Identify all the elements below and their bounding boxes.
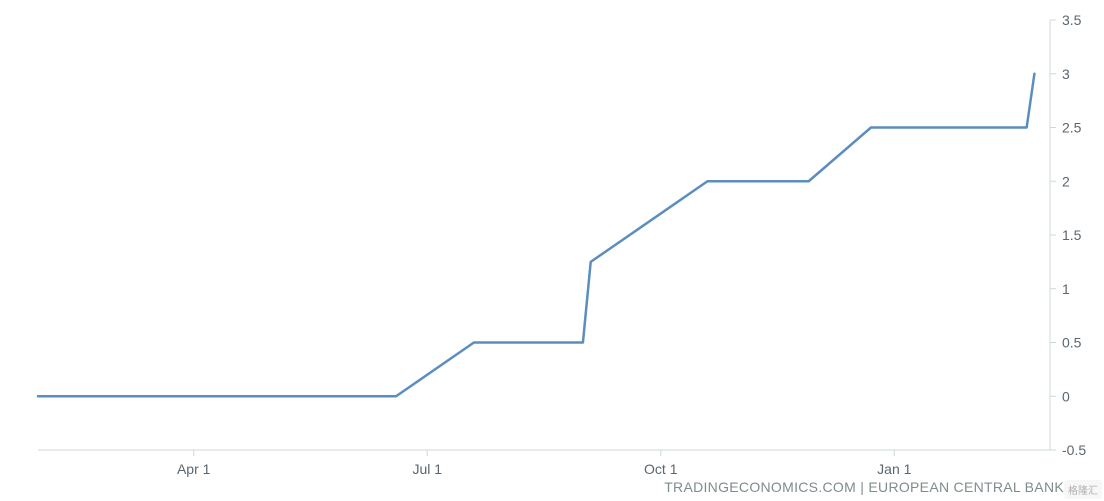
source-credit: TRADINGECONOMICS.COM | EUROPEAN CENTRAL …	[664, 479, 1064, 495]
svg-text:-0.5: -0.5	[1062, 442, 1086, 458]
line-chart: -0.5 0 0.5 1 1.5 2 2.5 3 3.5 Apr 1 Jul 1 Oct 1 Jan 1	[0, 0, 1104, 501]
svg-text:3.5: 3.5	[1062, 12, 1082, 28]
svg-text:Jan 1: Jan 1	[877, 461, 911, 477]
svg-text:Oct 1: Oct 1	[644, 461, 678, 477]
svg-text:2: 2	[1062, 173, 1070, 189]
svg-text:2.5: 2.5	[1062, 120, 1082, 136]
chart-svg: -0.5 0 0.5 1 1.5 2 2.5 3 3.5 Apr 1 Jul 1 Oct 1 Jan 1	[0, 0, 1104, 501]
svg-text:Apr 1: Apr 1	[177, 461, 211, 477]
svg-text:1: 1	[1062, 281, 1070, 297]
svg-text:0.5: 0.5	[1062, 335, 1082, 351]
svg-text:Jul 1: Jul 1	[412, 461, 442, 477]
svg-text:3: 3	[1062, 66, 1070, 82]
svg-text:1.5: 1.5	[1062, 227, 1082, 243]
svg-text:0: 0	[1062, 388, 1070, 404]
watermark: 格隆汇	[1064, 480, 1102, 499]
